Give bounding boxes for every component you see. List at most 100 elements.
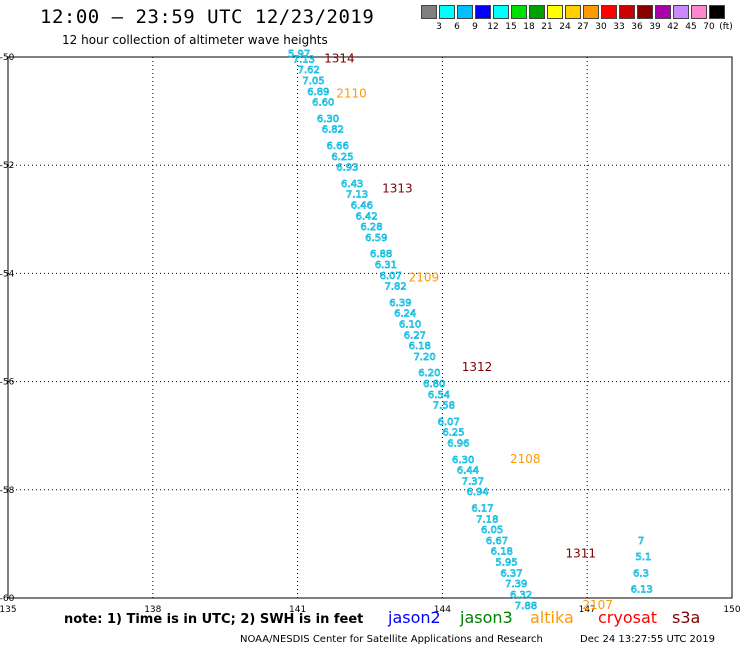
- color-scale-label: 9: [472, 22, 478, 32]
- swh-value-label: 7.13: [293, 54, 315, 65]
- color-swatch: [691, 5, 707, 19]
- swh-value-label: 7.62: [298, 65, 320, 76]
- color-swatch: [493, 5, 509, 19]
- swh-value-label: 7.13: [346, 190, 368, 201]
- swh-value-label: 6.07: [438, 417, 460, 428]
- color-scale-label: 6: [454, 22, 460, 32]
- y-tick-label: -58: [0, 486, 15, 496]
- footer-credit: NOAA/NESDIS Center for Satellite Applica…: [240, 634, 543, 645]
- axes: 135 138 141 144 147 150 -50 -52 -54 -56 -58 -60: [0, 53, 740, 615]
- swh-value-label: 7.82: [384, 282, 406, 293]
- swh-value-label: 7.20: [413, 352, 435, 363]
- y-tick-label: -56: [0, 378, 15, 388]
- swh-value-label: 6.60: [312, 98, 334, 109]
- swh-value-label: 6.96: [447, 439, 469, 450]
- swh-value-label: 7.37: [462, 476, 484, 487]
- x-tick-label: 144: [434, 605, 451, 615]
- color-scale-label: 21: [541, 22, 553, 32]
- color-swatch: [619, 5, 635, 19]
- chart-subtitle: 12 hour collection of altimeter wave hei…: [62, 33, 328, 47]
- color-swatch: [547, 5, 563, 19]
- y-tick-label: -54: [0, 269, 15, 279]
- color-swatch: [529, 5, 545, 19]
- swh-value-label: 7.39: [505, 579, 527, 590]
- pass-number-label: 1312: [462, 360, 493, 374]
- x-tick-label: 135: [0, 605, 17, 615]
- color-scale-label: 24: [559, 22, 571, 32]
- data-points: 5.977.137.627.056.896.606.306.826.666.25…: [288, 49, 654, 613]
- color-swatch: [655, 5, 671, 19]
- pass-number-label: 2110: [336, 87, 367, 101]
- x-tick-label: 138: [144, 605, 161, 615]
- y-tick-label: -50: [0, 53, 15, 63]
- color-swatch: [709, 5, 725, 19]
- swh-value-label: 5.97: [288, 49, 310, 60]
- swh-value-label: 6.43: [341, 179, 363, 190]
- x-tick-label: 141: [289, 605, 306, 615]
- swh-value-label: 6.54: [428, 390, 450, 401]
- swh-value-label: 6.27: [404, 330, 426, 341]
- swh-value-label: 6.46: [351, 200, 373, 211]
- footer-timestamp: Dec 24 13:27:55 UTC 2019: [580, 634, 715, 645]
- pass-labels: 1314 2110 1313 2109 1312 2108 1311 2107: [324, 51, 613, 611]
- swh-value-label: 6.39: [389, 298, 411, 309]
- y-tick-label: -52: [0, 161, 14, 171]
- swh-value-label: 6.80: [423, 379, 445, 390]
- swh-value-label: 6.94: [467, 487, 489, 498]
- pass-number-label: 2109: [409, 271, 440, 285]
- color-swatch: [565, 5, 581, 19]
- swh-value-label: 6.20: [418, 368, 440, 379]
- color-scale-label: 36: [631, 22, 643, 32]
- satellite-legend-item: altika: [530, 608, 574, 627]
- swh-value-label: 6.32: [510, 590, 532, 601]
- page-title: 12:00 – 23:59 UTC 12/23/2019: [40, 6, 375, 28]
- swh-value-label: 6.17: [471, 503, 493, 514]
- swh-value-label: 7.58: [433, 401, 455, 412]
- swh-value-label: 7.05: [302, 76, 324, 87]
- swh-value-label: 5.1: [635, 552, 651, 563]
- satellite-legend-item: jason3: [460, 608, 513, 627]
- swh-value-label: 5.95: [495, 558, 517, 569]
- swh-value-label: 6.18: [491, 547, 513, 558]
- swh-value-label: 6.30: [317, 114, 339, 125]
- satellite-legend-item: s3a: [672, 608, 701, 627]
- color-swatch: [601, 5, 617, 19]
- swh-value-label: 6.37: [500, 568, 522, 579]
- color-scale-label: 30: [595, 22, 607, 32]
- color-scale-unit: (ft): [719, 22, 733, 32]
- color-swatch: [439, 5, 455, 19]
- swh-value-label: 6.59: [365, 233, 387, 244]
- x-tick-label: 147: [579, 605, 596, 615]
- pass-number-label: 2108: [510, 452, 541, 466]
- color-scale-label: 42: [667, 22, 679, 32]
- swh-value-label: 6.42: [356, 211, 378, 222]
- color-scale-label: 3: [436, 22, 442, 32]
- pass-number-label: 1311: [565, 546, 596, 560]
- swh-value-label: 7: [638, 536, 644, 547]
- swh-value-label: 6.31: [375, 260, 397, 271]
- color-scale-label: 70: [703, 22, 715, 32]
- plot-frame: [7, 56, 733, 599]
- satellite-legend-item: cryosat: [598, 608, 658, 627]
- swh-value-label: 6.18: [409, 341, 431, 352]
- y-tick-label: -60: [0, 594, 15, 604]
- color-swatch: [421, 5, 437, 19]
- color-swatch: [637, 5, 653, 19]
- color-scale-label: 33: [613, 22, 625, 32]
- swh-value-label: 6.28: [360, 222, 382, 233]
- color-swatch: [583, 5, 599, 19]
- color-scale-label: 12: [487, 22, 499, 32]
- swh-value-label: 6.05: [481, 525, 503, 536]
- swh-value-label: 6.25: [331, 152, 353, 163]
- note-text: note: 1) Time is in UTC; 2) SWH is in fe…: [64, 612, 364, 627]
- swh-value-label: 6.89: [307, 87, 329, 98]
- pass-number-label: 1314: [324, 51, 355, 65]
- swh-value-label: 6.82: [322, 125, 344, 136]
- swh-value-label: 6.10: [399, 320, 421, 331]
- color-scale-label: 45: [685, 22, 697, 32]
- swh-value-label: 6.07: [380, 271, 402, 282]
- swh-value-label: 6.13: [631, 585, 653, 596]
- swh-value-label: 6.44: [457, 466, 479, 477]
- pass-number-label: 2107: [582, 598, 613, 612]
- color-scale-label: 15: [505, 22, 517, 32]
